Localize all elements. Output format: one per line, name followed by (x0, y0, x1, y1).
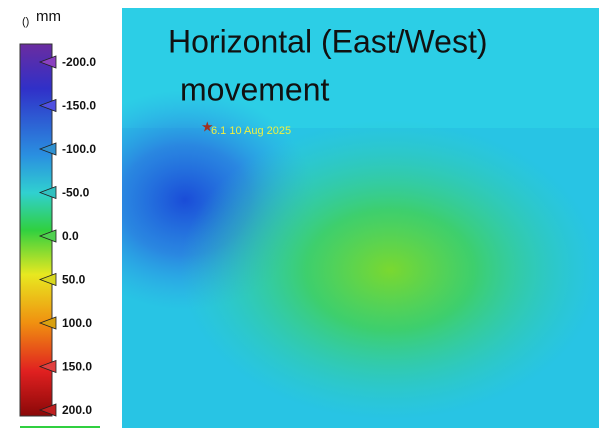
tick-marker (38, 403, 57, 417)
tick-label: 50.0 (62, 273, 86, 287)
tick-marker (38, 229, 57, 243)
tick-label: -100.0 (62, 142, 96, 156)
tick-label: 150.0 (62, 360, 92, 374)
map-title: movement (180, 71, 330, 107)
tick-marker (38, 359, 57, 374)
legend: () mm -200.0 -150.0 -100.0 -50.0 0.0 50.0 100.… (0, 0, 122, 428)
tick-marker (38, 55, 57, 69)
tick-marker (38, 272, 57, 287)
legend-unit: mm (36, 8, 61, 25)
tick-label: -150.0 (62, 99, 96, 113)
tick-marker (38, 185, 57, 200)
event-label: 6.1 10 Aug 2025 (211, 125, 291, 137)
tick-label: 0.0 (62, 229, 79, 243)
tick-marker (38, 316, 57, 330)
tick-label: -50.0 (62, 186, 90, 200)
epicenter-star: ★ (201, 119, 214, 135)
eastward-area (180, 120, 599, 420)
tick-label: -200.0 (62, 55, 96, 69)
tick-marker (38, 142, 57, 156)
legend-panel (0, 0, 122, 428)
map-title: Horizontal (East/West) (168, 23, 488, 59)
color-bar (19, 43, 53, 417)
tick-label: 100.0 (62, 316, 92, 330)
tick-marker (38, 98, 57, 113)
legend-unit: () (22, 16, 29, 28)
map: Horizontal (East/West) movement ★ 6.1 10… (55, 8, 599, 428)
tick-label: 200.0 (62, 403, 92, 417)
